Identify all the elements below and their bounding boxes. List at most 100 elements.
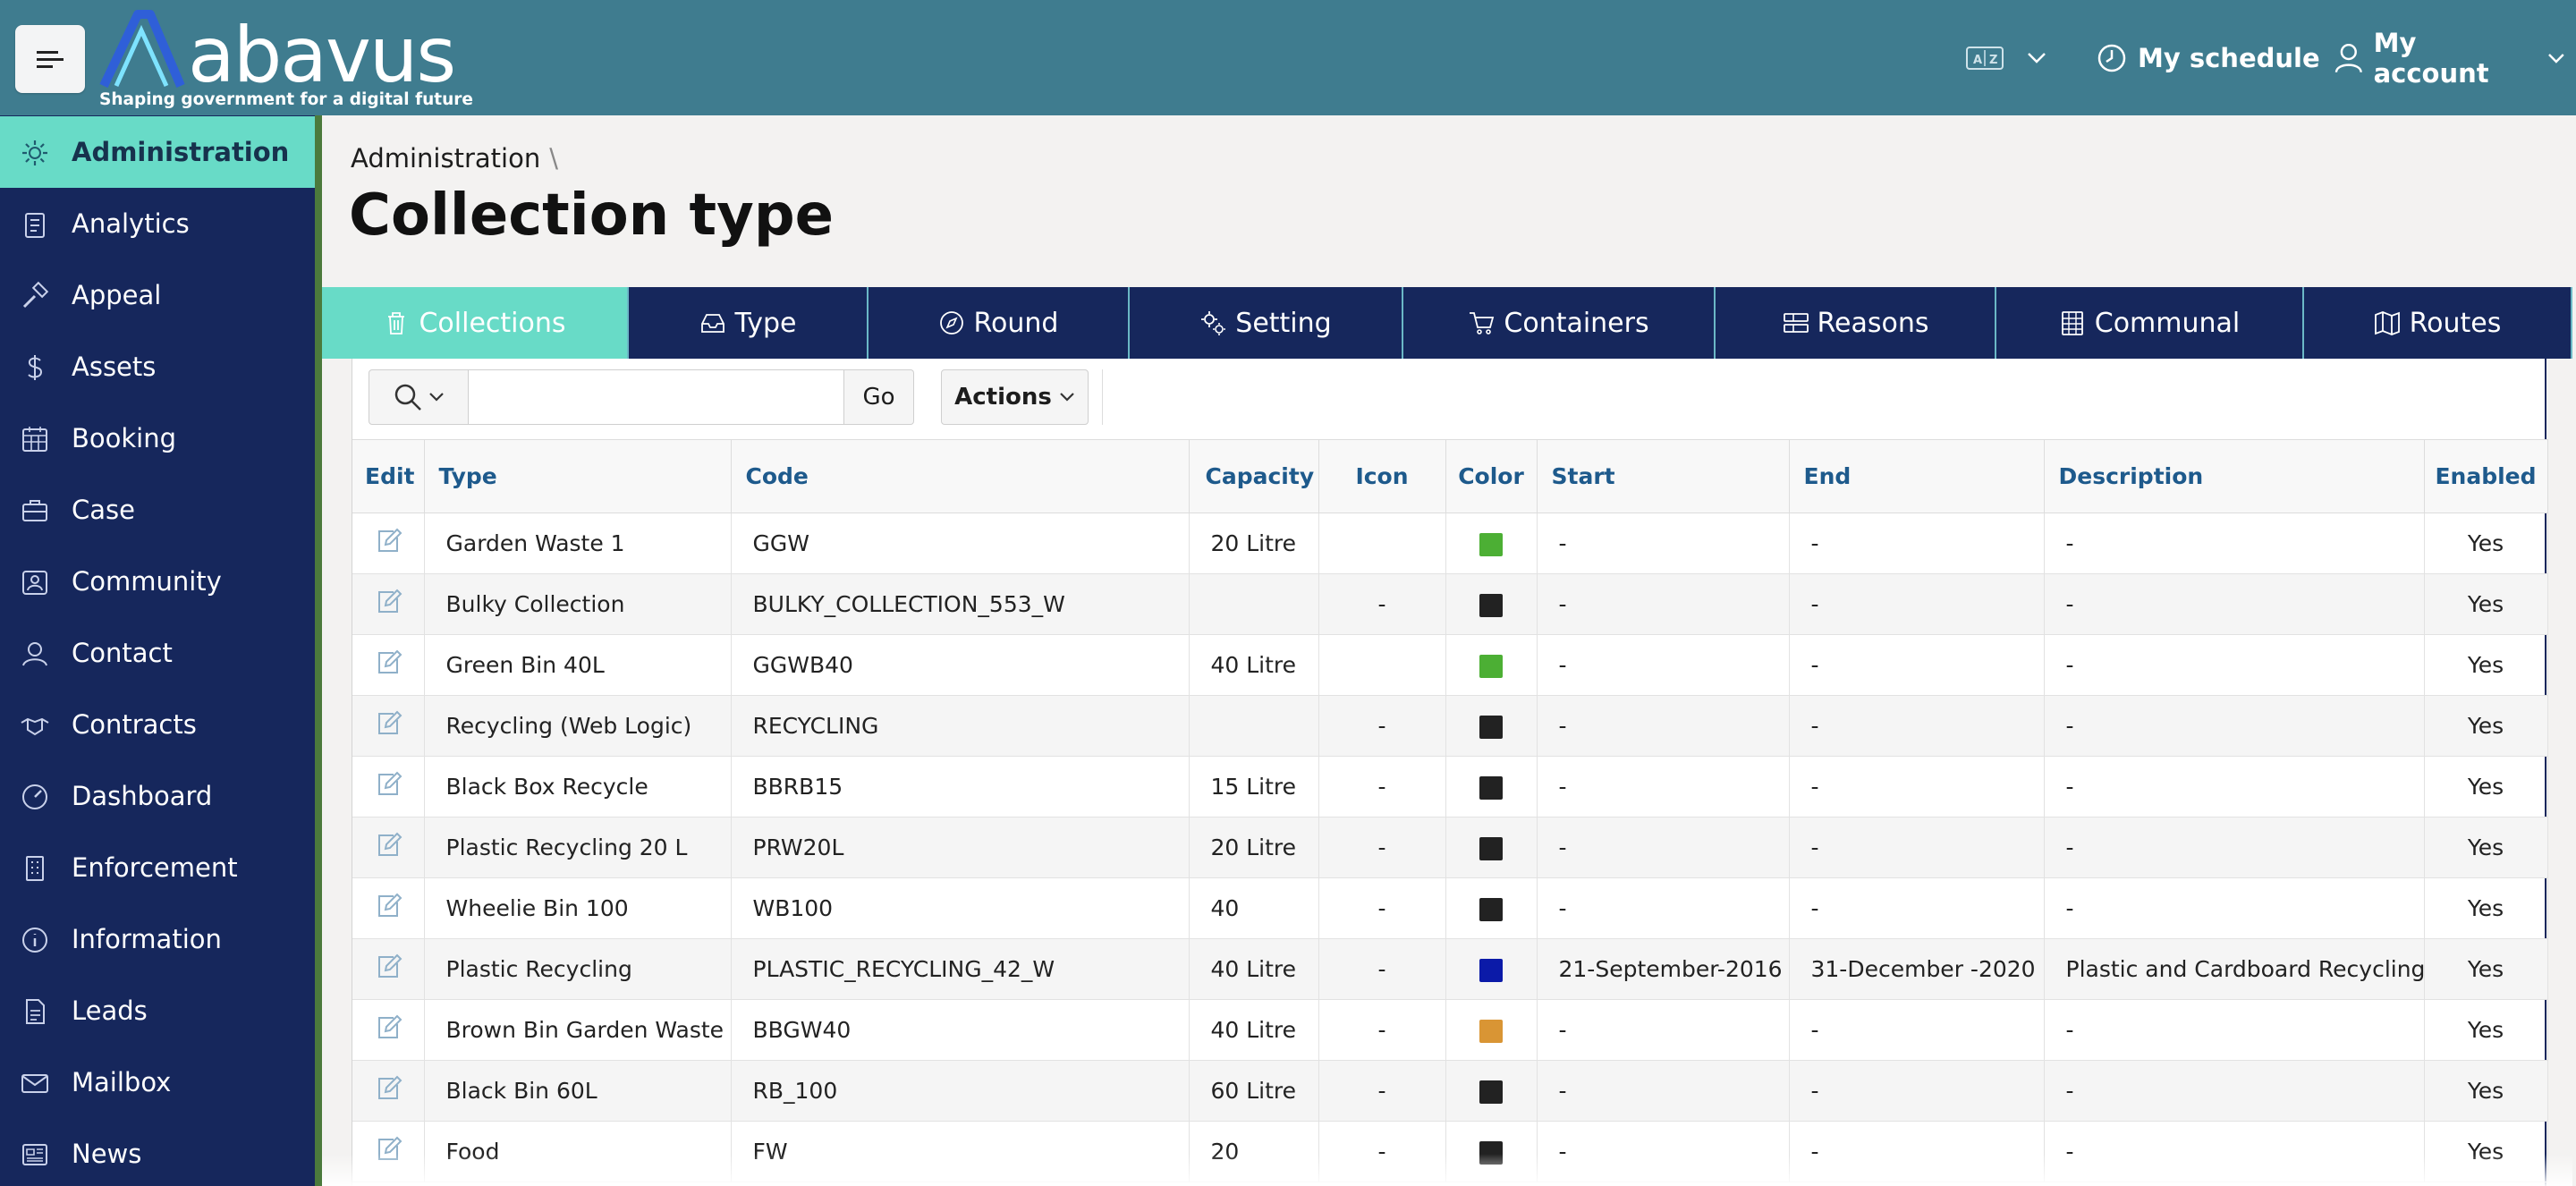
column-header-end[interactable]: End [1789, 439, 2045, 513]
sidebar-item-appeal[interactable]: Appeal [0, 259, 315, 331]
sidebar-item-contracts[interactable]: Contracts [0, 689, 315, 760]
go-button[interactable]: Go [844, 369, 914, 425]
my-account-menu[interactable]: My account [2334, 0, 2576, 115]
column-header-enabled[interactable]: Enabled [2424, 439, 2548, 513]
description-cell: - [2044, 695, 2425, 757]
tab-setting[interactable]: Setting [1130, 287, 1403, 359]
edit-cell[interactable] [352, 938, 425, 1000]
sidebar-item-community[interactable]: Community [0, 546, 315, 617]
edit-cell[interactable] [352, 877, 425, 939]
edit-cell[interactable] [352, 1060, 425, 1122]
edit-icon[interactable] [374, 527, 402, 555]
tab-label: Round [973, 307, 1059, 339]
trash-icon [388, 312, 405, 335]
sidebar-item-mailbox[interactable]: Mailbox [0, 1046, 315, 1118]
translate-icon: A Z [1966, 46, 2004, 70]
search-column-selector[interactable] [369, 369, 469, 425]
top-header: abavus Shaping government for a digital … [0, 0, 2576, 115]
sidebar-item-case[interactable]: Case [0, 474, 315, 546]
table-row[interactable]: Black Box Recycle BBRB15 15 Litre - - - - Yes [352, 756, 2548, 817]
sidebar-item-booking[interactable]: Booking [0, 402, 315, 474]
tab-containers[interactable]: Containers [1403, 287, 1716, 359]
type-cell: Brown Bin Garden Waste [424, 999, 732, 1061]
table-row[interactable]: Wheelie Bin 100 WB100 40- - - - Yes [352, 877, 2548, 939]
column-header-edit[interactable]: Edit [352, 439, 425, 513]
sidebar-item-information[interactable]: Information [0, 903, 315, 975]
color-cell [1445, 817, 1538, 878]
edit-icon[interactable] [374, 892, 402, 920]
description-cell: - [2044, 817, 2425, 878]
menu-toggle-button[interactable] [15, 25, 85, 93]
table-row[interactable]: Recycling (Web Logic) RECYCLING - - - - Yes [352, 695, 2548, 757]
edit-icon[interactable] [374, 648, 402, 677]
edit-cell[interactable] [352, 634, 425, 696]
edit-cell[interactable] [352, 513, 425, 574]
color-cell [1445, 1060, 1538, 1122]
table-row[interactable]: Garden Waste 1 GGW 20 Litre - - - Yes [352, 513, 2548, 574]
edit-cell[interactable] [352, 817, 425, 878]
chevron-down-icon [2548, 53, 2564, 64]
abavus-logo[interactable]: abavus Shaping government for a digital … [97, 7, 473, 111]
table-row[interactable]: Plastic Recycling 20 L PRW20L 20 Litre - - - -… [352, 817, 2548, 878]
sidebar-item-contact[interactable]: Contact [0, 617, 315, 689]
column-header-capacity[interactable]: Capacity [1189, 439, 1319, 513]
sidebar-item-analytics[interactable]: Analytics [0, 188, 315, 259]
tab-collections[interactable]: Collections [322, 287, 629, 359]
newspaper-icon [20, 1139, 50, 1170]
edit-icon[interactable] [374, 709, 402, 738]
edit-cell[interactable] [352, 695, 425, 757]
type-cell: Bulky Collection [424, 573, 732, 635]
table-row[interactable]: Bulky Collection BULKY_COLLECTION_553_W - -… [352, 573, 2548, 635]
my-schedule-link[interactable]: My schedule [2097, 0, 2320, 115]
table-row[interactable]: Plastic Recycling PLASTIC_RECYCLING_42_W 4… [352, 938, 2548, 1000]
sidebar-scrollbar[interactable] [315, 115, 322, 1186]
tab-round[interactable]: Round [869, 287, 1130, 359]
enabled-cell: Yes [2424, 634, 2548, 696]
column-header-type[interactable]: Type [424, 439, 732, 513]
sidebar-item-leads[interactable]: Leads [0, 975, 315, 1046]
tab-routes[interactable]: Routes [2304, 287, 2572, 359]
edit-icon[interactable] [374, 831, 402, 860]
edit-icon[interactable] [374, 1013, 402, 1042]
tab-type[interactable]: Type [629, 287, 869, 359]
enabled-cell: Yes [2424, 999, 2548, 1061]
actions-menu-button[interactable]: Actions [941, 369, 1089, 425]
type-cell: Black Bin 60L [424, 1060, 732, 1122]
enabled-cell: Yes [2424, 756, 2548, 817]
table-row[interactable]: Green Bin 40L GGWB40 40 Litre - - - Yes [352, 634, 2548, 696]
code-cell: WB100 [731, 877, 1190, 939]
column-header-code[interactable]: Code [731, 439, 1190, 513]
edit-cell[interactable] [352, 999, 425, 1061]
sidebar-item-administration[interactable]: Administration [0, 116, 315, 188]
edit-icon[interactable] [374, 953, 402, 981]
sidebar-item-assets[interactable]: Assets [0, 331, 315, 402]
edit-icon[interactable] [374, 1074, 402, 1103]
column-header-color[interactable]: Color [1445, 439, 1538, 513]
table-row[interactable]: Black Bin 60L RB_100 60 Litre - - - - Yes [352, 1060, 2548, 1122]
type-cell: Plastic Recycling 20 L [424, 817, 732, 878]
edit-icon[interactable] [374, 770, 402, 799]
edit-icon[interactable] [374, 588, 402, 616]
column-header-description[interactable]: Description [2044, 439, 2425, 513]
end-cell: - [1789, 573, 2045, 635]
sidebar-item-enforcement[interactable]: Enforcement [0, 832, 315, 903]
document-icon [20, 996, 50, 1027]
column-header-icon[interactable]: Icon [1318, 439, 1446, 513]
breadcrumb-administration[interactable]: Administration [351, 143, 541, 174]
edit-cell[interactable] [352, 573, 425, 635]
tab-communal[interactable]: Communal [1996, 287, 2304, 359]
search-input[interactable] [469, 369, 844, 425]
language-selector[interactable]: A Z [1966, 0, 2057, 115]
end-cell: - [1789, 817, 2045, 878]
description-cell: - [2044, 634, 2425, 696]
sidebar-item-news[interactable]: News [0, 1118, 315, 1186]
column-header-start[interactable]: Start [1537, 439, 1790, 513]
sidebar-item-dashboard[interactable]: Dashboard [0, 760, 315, 832]
icon-cell: - [1318, 938, 1446, 1000]
tab-reasons[interactable]: Reasons [1716, 287, 1996, 359]
table-row[interactable]: Brown Bin Garden Waste BBGW40 40 Litre - - - -… [352, 999, 2548, 1061]
code-cell: GGWB40 [731, 634, 1190, 696]
breadcrumb: Administration \ [351, 143, 558, 174]
description-cell: Plastic and Cardboard Recycling [2044, 938, 2425, 1000]
edit-cell[interactable] [352, 756, 425, 817]
